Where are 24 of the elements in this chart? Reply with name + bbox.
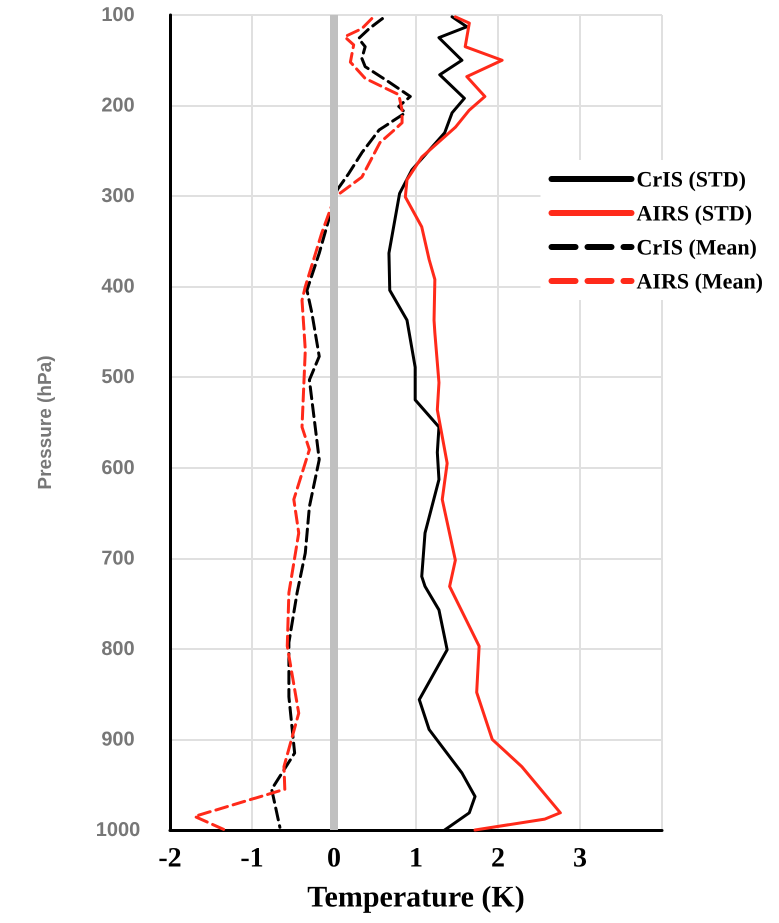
x-tick-label: 2	[491, 842, 505, 874]
legend-label: CrIS (STD)	[636, 166, 746, 192]
y-tick-label: 1000	[96, 819, 140, 841]
y-tick-label: 800	[101, 638, 135, 660]
y-tick-label: 100	[101, 4, 135, 26]
x-tick-label: 0	[327, 842, 341, 874]
y-axis-title: Pressure (hPa)	[35, 355, 56, 490]
x-tick-label: -1	[240, 842, 264, 874]
y-tick-label: 500	[101, 366, 135, 388]
y-tick-label: 200	[101, 94, 135, 117]
x-tick-label: 3	[573, 842, 587, 874]
y-tick-label: 900	[101, 728, 135, 750]
legend-label: CrIS (Mean)	[636, 234, 757, 260]
x-axis-title: Temperature (K)	[307, 880, 525, 914]
line-series	[193, 17, 404, 832]
y-tick-label: 400	[101, 276, 135, 298]
legend-label: AIRS (Mean)	[636, 268, 764, 294]
x-tick-label: -2	[158, 842, 182, 874]
line-series	[404, 15, 562, 832]
y-tick-label: 300	[101, 185, 135, 208]
y-tick-label: 600	[101, 456, 135, 479]
y-tick-label: 700	[101, 547, 135, 570]
x-tick-label: 1	[409, 842, 423, 874]
legend-label: AIRS (STD)	[636, 200, 752, 226]
